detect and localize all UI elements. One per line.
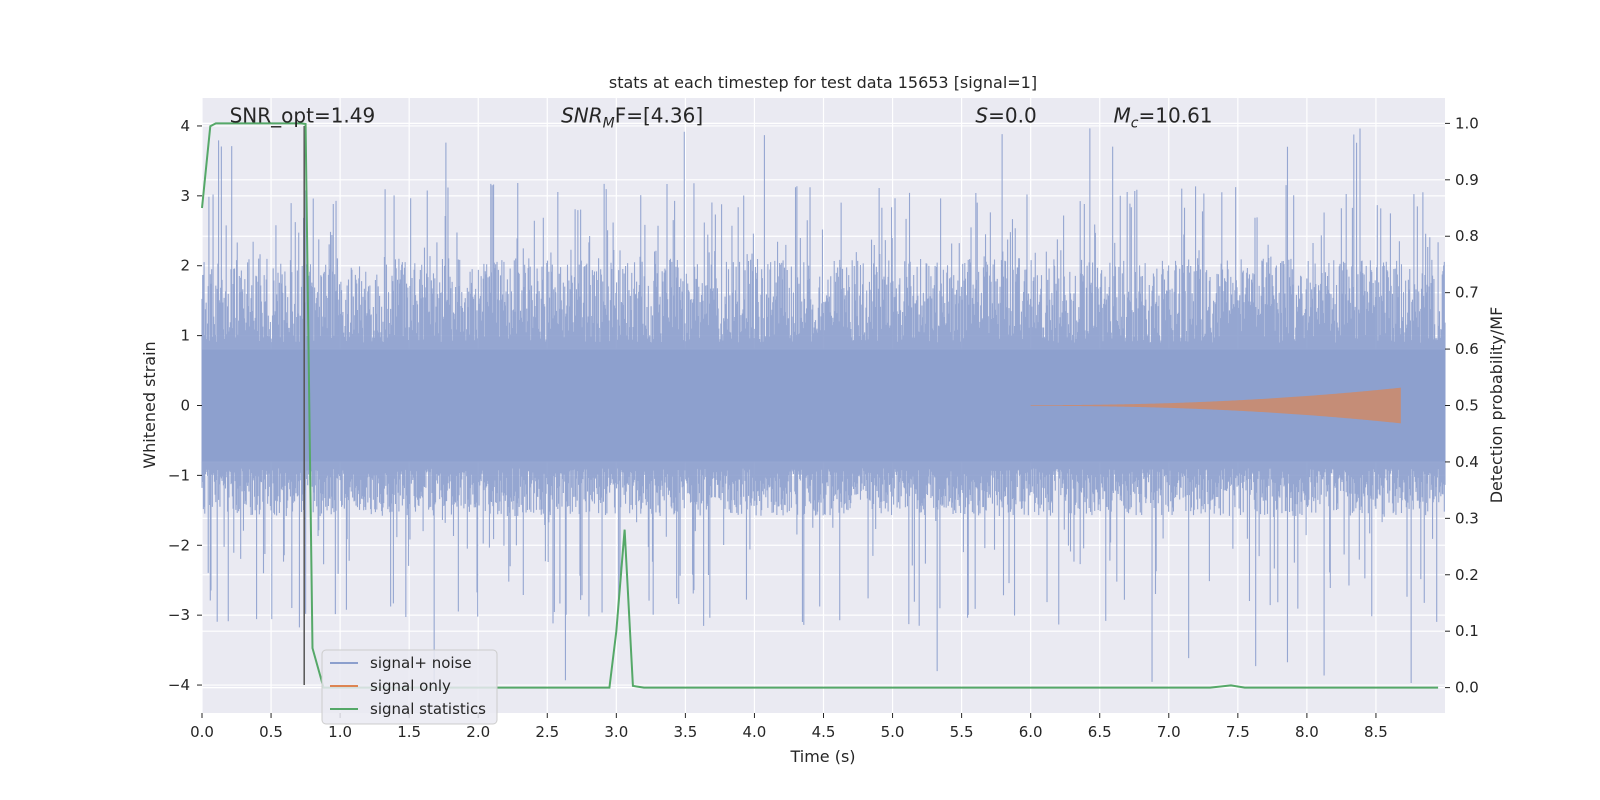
- x-tick-label: 7.0: [1157, 723, 1181, 741]
- chirp-series: [1030, 387, 1401, 424]
- annotation-suffix: =10.61: [1139, 103, 1213, 127]
- y-tick-label-right: 0.8: [1455, 227, 1479, 245]
- annotation-suffix: =1.49: [314, 103, 375, 127]
- legend-box: [321, 649, 498, 725]
- y-tick-label-left: 4: [180, 117, 190, 135]
- x-tick-label: 3.0: [604, 723, 628, 741]
- x-axis-label: Time (s): [789, 747, 855, 766]
- y-tick-label-right: 0.0: [1455, 679, 1479, 697]
- y-tick-label-left: 1: [180, 327, 190, 345]
- legend-label: signal+ noise: [370, 654, 472, 672]
- x-tick-label: 1.5: [397, 723, 421, 741]
- annotation-subscript: c: [1131, 115, 1139, 131]
- annotation-text: Mc=10.61: [1114, 103, 1213, 131]
- y-tick-label-left: 2: [180, 257, 190, 275]
- y-tick-label-right: 0.4: [1455, 453, 1479, 471]
- x-tick-label: 2.5: [535, 723, 559, 741]
- legend: signal+ noise signal only signal statistic…: [321, 649, 498, 725]
- x-tick-label: 1.0: [328, 723, 352, 741]
- y-tick-label-left: 3: [180, 187, 190, 205]
- legend-label: signal only: [370, 677, 451, 695]
- annotation-text: SNRMF=[4.36]: [561, 103, 703, 131]
- annotation-prefix: SNR: [561, 103, 603, 127]
- annotation-text: S=0.0: [975, 103, 1036, 127]
- x-tick-label: 0.5: [259, 723, 283, 741]
- x-tick-label: 3.5: [673, 723, 697, 741]
- annotation-suffix: F=[4.36]: [615, 103, 703, 127]
- y-tick-label-right: 0.1: [1455, 622, 1479, 640]
- y-axis-label-left: Whitened strain: [140, 341, 159, 468]
- y-tick-label-left: −4: [168, 676, 190, 694]
- x-tick-label: 4.0: [743, 723, 767, 741]
- y-tick-label-right: 0.9: [1455, 171, 1479, 189]
- stats-line: [201, 122, 1439, 689]
- annotation-prefix: S: [975, 103, 988, 127]
- x-tick-label: 5.0: [881, 723, 905, 741]
- x-tick-label: 0.0: [190, 723, 214, 741]
- y-tick-label-left: −3: [168, 606, 190, 624]
- stats-series: [201, 122, 1439, 689]
- annotations: SNR_opt=1.49 SNRMF=[4.36] S=0.0 Mc=10.61: [230, 103, 1213, 131]
- y-tick-label-right: 1.0: [1455, 114, 1479, 132]
- x-tick-label: 8.0: [1295, 723, 1319, 741]
- y-tick-label-right: 0.2: [1455, 566, 1479, 584]
- annotation-prefix: SNR_opt: [230, 103, 314, 127]
- x-tick-label: 6.5: [1088, 723, 1112, 741]
- annotation-text: SNR_opt=1.49: [230, 103, 376, 127]
- y-tick-label-left: −1: [168, 466, 190, 484]
- y-axis-label-right: Detection probability/MF: [1487, 307, 1506, 504]
- y-tick-label-right: 0.6: [1455, 340, 1479, 358]
- x-tick-label: 8.5: [1364, 723, 1388, 741]
- y-tick-label-left: 0: [180, 397, 190, 415]
- chart-title: stats at each timestep for test data 156…: [609, 73, 1037, 92]
- chirp-envelope: [1030, 387, 1401, 424]
- y-tick-label-right: 0.5: [1455, 397, 1479, 415]
- x-tick-label: 6.0: [1019, 723, 1043, 741]
- annotation-subscript: M: [603, 115, 615, 131]
- x-tick-label: 7.5: [1226, 723, 1250, 741]
- x-tick-label: 2.0: [466, 723, 490, 741]
- annotation-suffix: =0.0: [988, 103, 1037, 127]
- y-tick-label-left: −2: [168, 536, 190, 554]
- x-tick-label: 4.5: [812, 723, 836, 741]
- y-tick-label-right: 0.3: [1455, 509, 1479, 527]
- annotation-prefix: M: [1114, 103, 1131, 127]
- y-tick-label-right: 0.7: [1455, 284, 1479, 302]
- legend-label: signal statistics: [370, 700, 486, 718]
- x-tick-label: 5.5: [950, 723, 974, 741]
- ticks: 0.0 0.5 1.0 1.5 2.0 2.5 3.0 3.5 4.0 4.5 5.0 5.5 6.0 6…: [168, 114, 1479, 741]
